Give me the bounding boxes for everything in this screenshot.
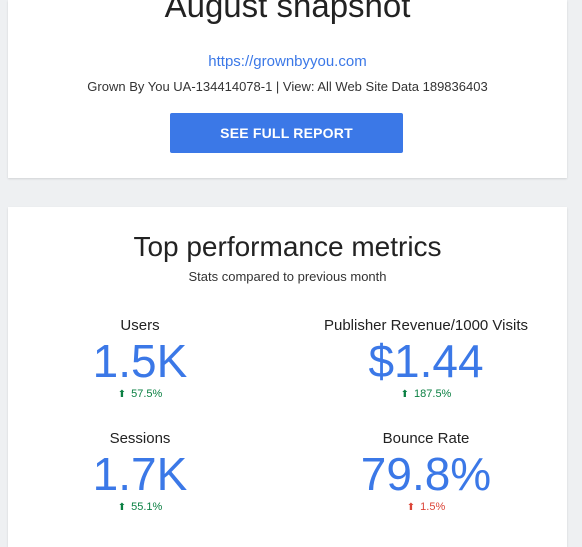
metric-bounce-rate: Bounce Rate 79.8% ⬆ 1.5% <box>301 430 551 515</box>
up-arrow-icon: ⬆ <box>400 389 410 400</box>
up-arrow-icon: ⬆ <box>117 502 127 513</box>
metric-sessions: Sessions 1.7K ⬆ 55.1% <box>15 430 265 515</box>
metrics-title: Top performance metrics <box>133 231 442 262</box>
metric-change-value: 55.1% <box>131 501 163 513</box>
metrics-subtitle: Stats compared to previous month <box>188 269 387 284</box>
up-arrow-icon: ⬆ <box>406 502 416 513</box>
metric-publisher-revenue: Publisher Revenue/1000 Visits $1.44 ⬆ 187… <box>301 317 551 402</box>
see-full-report-button[interactable]: SEE FULL REPORT <box>170 113 403 153</box>
metric-label: Users <box>120 317 160 334</box>
metric-change: ⬆ 57.5% <box>15 387 265 402</box>
metric-value: 1.5K <box>92 335 188 387</box>
metric-value: $1.44 <box>368 335 484 387</box>
up-arrow-icon: ⬆ <box>117 389 127 400</box>
metric-change-value: 187.5% <box>414 388 452 400</box>
metric-change: ⬆ 1.5% <box>301 500 551 515</box>
metric-users: Users 1.5K ⬆ 57.5% <box>15 317 265 402</box>
metric-value: 79.8% <box>360 448 492 500</box>
site-url-link[interactable]: https://grownbyyou.com <box>208 53 367 70</box>
metrics-card: Top performance metrics Stats compared t… <box>8 207 567 547</box>
metric-change: ⬆ 187.5% <box>301 387 551 402</box>
metric-label: Sessions <box>109 430 171 447</box>
metric-value: 1.7K <box>92 448 188 500</box>
metric-change-value: 57.5% <box>131 388 163 400</box>
metric-label: Bounce Rate <box>382 430 470 447</box>
snapshot-card: August snapshot https://grownbyyou.com G… <box>8 0 567 178</box>
snapshot-title: August snapshot <box>164 0 411 24</box>
metric-change-value: 1.5% <box>420 501 446 513</box>
metric-change: ⬆ 55.1% <box>15 500 265 515</box>
property-info: Grown By You UA-134414078-1 | View: All … <box>87 79 488 94</box>
metric-label: Publisher Revenue/1000 Visits <box>323 317 529 334</box>
